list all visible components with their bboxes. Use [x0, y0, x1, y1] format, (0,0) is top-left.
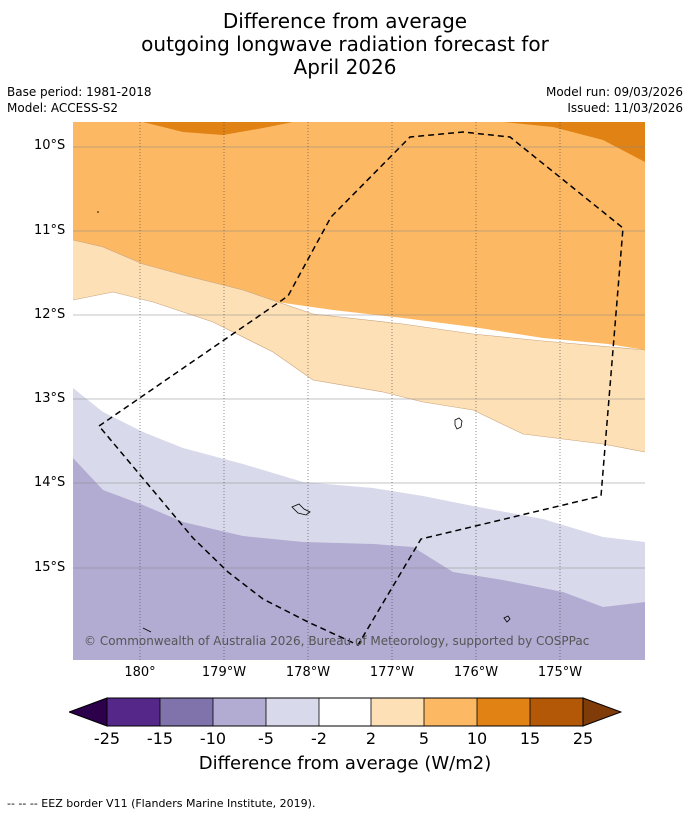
colorbar-bin-5 [319, 698, 371, 726]
colorbar-bin-6 [371, 698, 424, 726]
model-name: Model: ACCESS-S2 [7, 101, 119, 115]
colorbar-tick: -2 [311, 729, 327, 748]
copyright-notice: © Commonwealth of Australia 2026, Bureau… [84, 634, 589, 648]
contour-line [73, 291, 645, 453]
colorbar-tick: 15 [519, 729, 541, 748]
title-line-3: April 2026 [293, 55, 397, 79]
colorbar [69, 697, 622, 727]
issued-date: Issued: 11/03/2026 [567, 101, 683, 115]
colorbar-extend-low [69, 697, 108, 727]
lon-label-180: 180° [124, 665, 156, 680]
anomaly-region-orange [73, 122, 645, 350]
anomaly-region-lavender [73, 458, 645, 660]
colorbar-extend-high [582, 697, 622, 727]
lat-label-11s: 11°S [34, 223, 66, 238]
lat-label-13s: 13°S [34, 391, 66, 406]
colorbar-tick: 2 [365, 729, 377, 748]
colorbar-bin-8 [477, 698, 530, 726]
colorbar-dividers [159, 698, 531, 726]
lat-label-10s: 10°S [34, 138, 66, 153]
lon-label-179w: 179°W [201, 665, 247, 680]
contour-line [73, 239, 645, 351]
anomaly-region-orange-dark [143, 122, 293, 135]
colorbar-tick: 25 [572, 729, 594, 748]
colorbar-tick: -25 [93, 729, 121, 748]
island-outline [142, 627, 152, 633]
island-outline [454, 417, 463, 430]
island-outline [291, 503, 311, 516]
colorbar-tick: -15 [146, 729, 174, 748]
island-outline [503, 615, 511, 623]
colorbar-frame [106, 697, 584, 727]
colorbar-tick: -5 [258, 729, 274, 748]
colorbar-tick: 5 [418, 729, 430, 748]
anomaly-region-orange-dark-2 [503, 122, 645, 162]
colorbar-tick: 10 [466, 729, 488, 748]
colorbar-bin-7 [424, 698, 477, 726]
colorbar-bin-2 [160, 698, 213, 726]
lat-label-15s: 15°S [34, 560, 66, 575]
colorbar-tick: -10 [199, 729, 227, 748]
colorbar-bin-9 [530, 698, 583, 726]
colorbar-bin-1 [107, 698, 160, 726]
colorbar-title: Difference from average (W/m2) [198, 753, 492, 774]
colorbar-bin-4 [266, 698, 319, 726]
lat-label-14s: 14°S [34, 475, 66, 490]
model-run: Model run: 09/03/2026 [545, 85, 683, 99]
island-dot [97, 211, 99, 213]
graticule [73, 146, 645, 569]
map-panel: © Commonwealth of Australia 2026, Bureau… [73, 122, 645, 660]
title-line-1: Difference from average [222, 9, 468, 33]
lon-label-176w: 176°W [453, 665, 499, 680]
eez-legend-note: -- -- -- EEZ border V11 (Flanders Marine… [7, 797, 316, 810]
lon-label-175w: 175°W [537, 665, 583, 680]
base-period: Base period: 1981-2018 [7, 85, 152, 99]
lon-label-178w: 178°W [285, 665, 331, 680]
lon-label-177w: 177°W [369, 665, 415, 680]
colorbar-bin-3 [213, 698, 266, 726]
title-line-2: outgoing longwave radiation forecast for [141, 32, 549, 56]
lat-label-12s: 12°S [34, 307, 66, 322]
